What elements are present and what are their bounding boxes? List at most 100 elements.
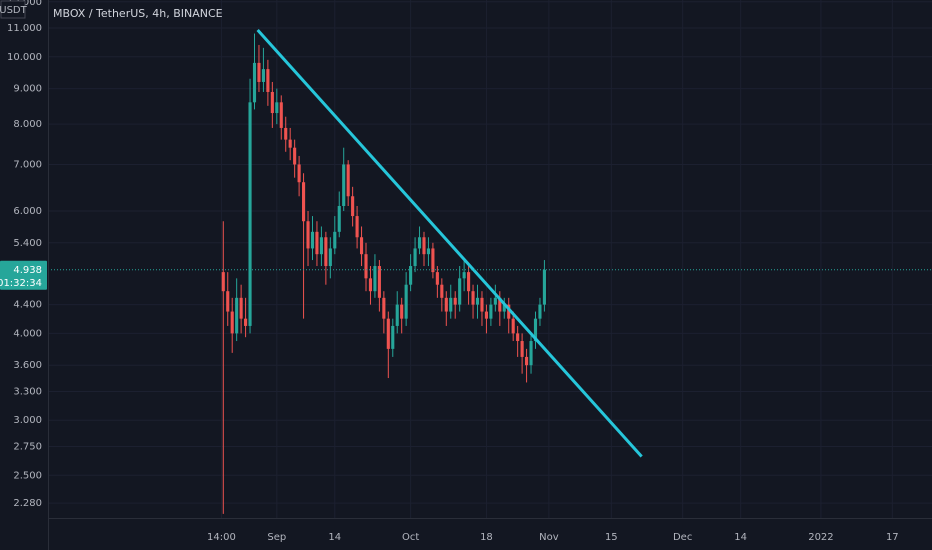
candle-body	[502, 304, 506, 312]
candle-body	[391, 325, 395, 349]
candle-body	[413, 248, 417, 267]
candle-body	[431, 248, 435, 273]
y-tick-label: 11.000	[7, 23, 42, 34]
candle-body	[404, 284, 408, 319]
candle-body	[359, 237, 364, 255]
candle-body	[324, 237, 328, 267]
y-tick-label: 3.300	[13, 386, 42, 397]
candle-body	[382, 297, 386, 319]
candle-body	[248, 102, 252, 326]
candle-body	[484, 311, 488, 319]
x-tick-label: Dec	[673, 532, 692, 543]
candle-body	[440, 284, 444, 298]
chart-title: MBOX / TetherUS, 4h, BINANCE	[53, 7, 223, 20]
countdown-label: 01:32:34	[0, 278, 42, 289]
candle-body	[516, 333, 520, 342]
candle-body	[235, 297, 239, 334]
candle-body	[310, 231, 315, 249]
candle-body	[511, 318, 515, 334]
candle-body	[525, 356, 529, 366]
x-tick-label: 18	[480, 532, 493, 543]
last-price-box	[0, 260, 47, 290]
candle-body	[319, 237, 323, 255]
candle-body	[471, 291, 475, 305]
candle-body	[351, 196, 355, 217]
y-tick-label: 4.000	[13, 328, 42, 339]
candle-body	[462, 272, 466, 279]
candle-body	[302, 182, 306, 222]
y-tick-label: 10.000	[7, 52, 42, 63]
candle-body	[400, 304, 404, 319]
candle-body	[261, 69, 265, 82]
candle-body	[458, 278, 462, 305]
candle-body	[288, 139, 292, 148]
currency: USDT	[0, 5, 28, 16]
candle-body	[529, 341, 533, 366]
candle-body	[284, 127, 288, 140]
y-tick-label: 6.000	[13, 206, 42, 217]
candle-body	[520, 341, 524, 357]
x-tick-label: 15	[605, 532, 618, 543]
axes: 12.00011.00010.0009.0008.0007.0006.0005.…	[0, 0, 899, 543]
candle-body	[257, 62, 261, 82]
y-tick-label: 7.000	[13, 159, 42, 170]
candle-body	[270, 91, 274, 114]
candle-body	[426, 248, 431, 255]
grid	[48, 0, 932, 518]
trendline	[256, 28, 643, 458]
x-tick-label: 17	[886, 532, 899, 543]
candle-body	[449, 297, 453, 312]
x-tick-label: Oct	[402, 532, 419, 543]
y-tick-label: 3.600	[13, 360, 42, 371]
candle-body	[386, 318, 390, 349]
candle-body	[293, 147, 297, 165]
x-tick-label: 14	[734, 532, 747, 543]
y-tick-label: 9.000	[13, 84, 42, 95]
candle-body	[266, 69, 270, 92]
candle-body	[230, 311, 234, 334]
candle-body	[297, 164, 301, 183]
candle-body	[444, 297, 448, 312]
candle-body	[306, 221, 310, 249]
candle-body	[507, 304, 511, 319]
candle-body	[315, 231, 319, 255]
candle-body	[538, 304, 542, 319]
candle-body	[409, 266, 413, 285]
candle-body	[373, 266, 377, 292]
candle-body	[498, 297, 502, 312]
candle-body	[333, 231, 337, 249]
y-tick-label: 2.280	[13, 498, 42, 509]
candle-body	[355, 216, 359, 238]
candle-body	[467, 272, 471, 292]
candle-body	[226, 291, 230, 312]
y-tick-label: 8.000	[13, 119, 42, 130]
candle-body	[489, 304, 493, 319]
candle-body	[377, 266, 381, 298]
candle-body	[422, 237, 426, 255]
candle-body	[328, 248, 332, 267]
candle-body	[417, 237, 422, 249]
candle-body	[435, 272, 439, 285]
x-tick-label: 14:00	[207, 532, 236, 543]
candle-body	[493, 297, 497, 305]
x-tick-label: Sep	[267, 532, 286, 543]
last-price-label: 4.938	[13, 265, 42, 276]
candle-body	[453, 297, 457, 305]
x-tick-label: 14	[328, 532, 341, 543]
candle-body	[480, 297, 484, 312]
candle-body	[342, 164, 346, 207]
y-tick-label: 5.400	[13, 238, 42, 249]
candle-body	[252, 62, 257, 103]
x-tick-label: Nov	[539, 532, 559, 543]
candle-body	[279, 102, 283, 128]
y-tick-label: 2.500	[13, 470, 42, 481]
y-tick-label: 4.400	[13, 300, 42, 311]
candle-body	[244, 318, 248, 326]
currency-box	[0, 0, 26, 19]
x-tick-label: 2022	[808, 532, 833, 543]
candle-body	[364, 254, 368, 279]
candle-body	[533, 318, 538, 342]
candle-body	[542, 269, 546, 305]
